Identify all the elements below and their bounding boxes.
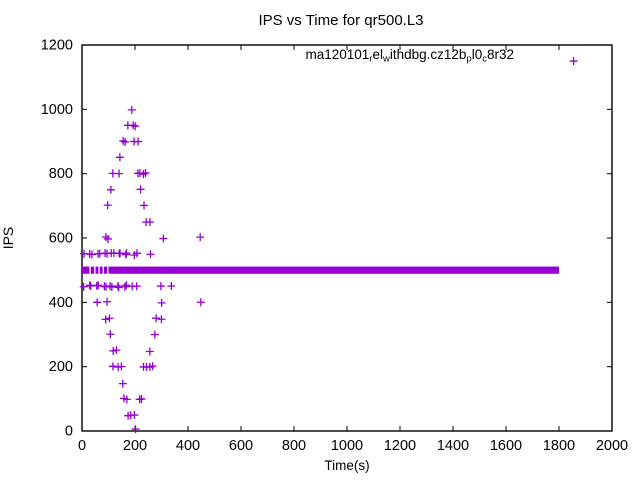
svg-text:800: 800: [49, 166, 73, 182]
svg-text:IPS: IPS: [0, 227, 16, 250]
svg-text:200: 200: [49, 359, 73, 375]
svg-text:1200: 1200: [384, 438, 416, 454]
svg-text:1200: 1200: [41, 38, 73, 54]
svg-text:2000: 2000: [596, 438, 628, 454]
svg-text:IPS vs Time for qr500.L3: IPS vs Time for qr500.L3: [258, 12, 423, 29]
svg-text:1000: 1000: [41, 102, 73, 118]
svg-text:0: 0: [65, 424, 73, 440]
svg-text:800: 800: [282, 438, 306, 454]
svg-text:0: 0: [78, 438, 86, 454]
svg-text:Time(s): Time(s): [324, 458, 369, 473]
svg-text:1800: 1800: [543, 438, 575, 454]
svg-text:1400: 1400: [437, 438, 469, 454]
svg-text:1000: 1000: [331, 438, 363, 454]
svg-text:400: 400: [49, 295, 73, 311]
svg-text:200: 200: [123, 438, 147, 454]
svg-text:600: 600: [229, 438, 253, 454]
svg-text:1600: 1600: [490, 438, 522, 454]
svg-text:400: 400: [176, 438, 200, 454]
svg-text:600: 600: [49, 231, 73, 247]
